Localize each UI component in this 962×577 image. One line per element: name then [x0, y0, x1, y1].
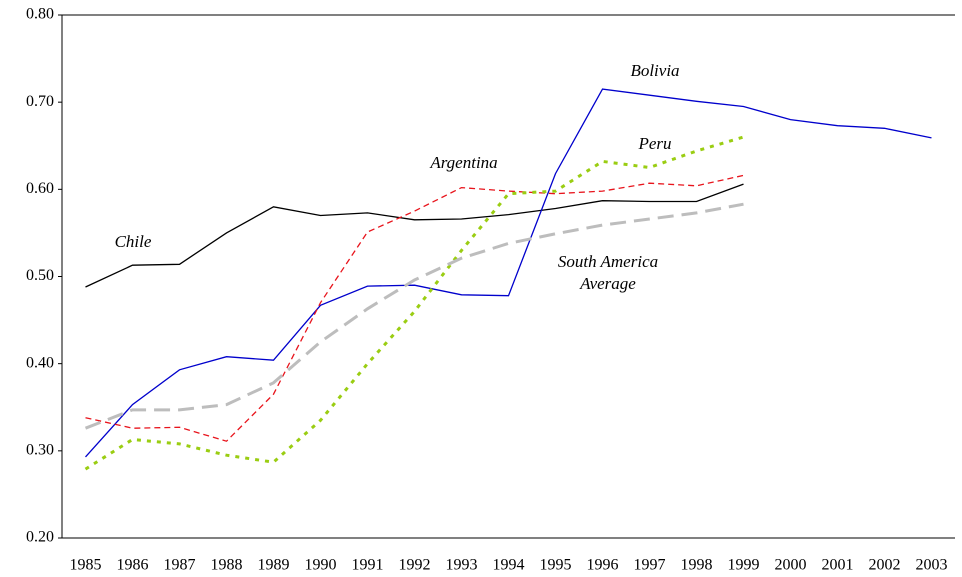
series-label: Chile	[114, 232, 152, 251]
x-tick-label: 2002	[869, 557, 901, 574]
y-tick-label: 0.80	[26, 6, 54, 23]
series-line	[85, 88, 932, 458]
y-tick-label: 0.50	[26, 267, 54, 284]
series-line	[84, 202, 744, 430]
y-tick-label: 0.30	[26, 442, 54, 459]
x-tick-label: 2001	[822, 557, 854, 574]
x-tick-label: 1992	[399, 557, 431, 574]
x-tick-label: 1995	[540, 557, 572, 574]
y-tick-label: 0.40	[26, 354, 54, 371]
x-tick-label: 1990	[305, 557, 337, 574]
x-tick-label: 1999	[728, 557, 760, 574]
x-tick-label: 1998	[681, 557, 713, 574]
series-line	[85, 183, 744, 288]
x-tick-label: 1988	[211, 557, 243, 574]
series-label: South America Average	[557, 252, 659, 293]
x-tick-label: 1997	[634, 557, 666, 574]
series-line	[84, 135, 744, 471]
y-tick-label: 0.70	[26, 93, 54, 110]
series-label: Peru	[638, 134, 672, 153]
x-tick-label: 1991	[352, 557, 384, 574]
x-tick-label: 1996	[587, 557, 619, 574]
x-tick-label: 1993	[446, 557, 478, 574]
x-tick-label: 1985	[70, 557, 102, 574]
x-tick-label: 1989	[258, 557, 290, 574]
x-tick-label: 1987	[164, 557, 196, 574]
x-tick-label: 1994	[493, 557, 525, 574]
y-tick-label: 0.60	[26, 180, 54, 197]
series-label: Argentina	[430, 153, 498, 172]
x-tick-label: 1986	[117, 557, 149, 574]
x-tick-label: 2003	[916, 557, 948, 574]
y-tick-label: 0.20	[26, 529, 54, 546]
x-tick-label: 2000	[775, 557, 807, 574]
series-label: Bolivia	[630, 61, 680, 80]
series-line	[85, 174, 744, 442]
